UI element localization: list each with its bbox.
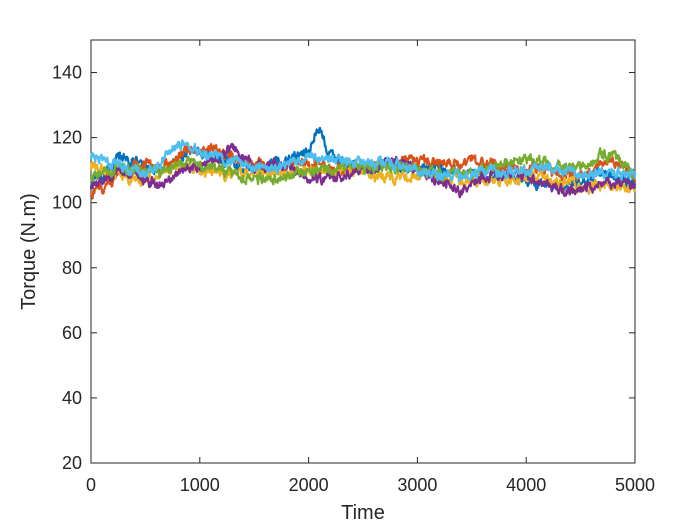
plot-area — [90, 39, 636, 464]
x-tick-label: 3000 — [397, 475, 437, 495]
series-line-5 — [89, 147, 637, 186]
x-tick-label: 4000 — [506, 475, 546, 495]
y-tick-label: 140 — [52, 63, 82, 83]
series-line-6 — [89, 139, 637, 183]
x-axis-label: Time — [341, 502, 385, 524]
x-tick-label: 1000 — [180, 475, 220, 495]
x-tick-label: 2000 — [289, 475, 329, 495]
y-axis-label: Torque (N.m) — [18, 193, 40, 310]
series-layer — [89, 126, 637, 200]
x-tick-label: 0 — [86, 475, 96, 495]
y-tick-label: 40 — [62, 388, 82, 408]
y-tick-label: 60 — [62, 323, 82, 343]
y-tick-label: 100 — [52, 193, 82, 213]
ticks-layer — [90, 40, 636, 464]
y-tick-label: 120 — [52, 128, 82, 148]
y-tick-label: 80 — [62, 258, 82, 278]
tick-labels: 0 1000 2000 3000 4000 5000 20 40 60 80 100 120 140 — [52, 63, 655, 495]
x-tick-label: 5000 — [615, 475, 655, 495]
y-tick-label: 20 — [62, 453, 82, 473]
